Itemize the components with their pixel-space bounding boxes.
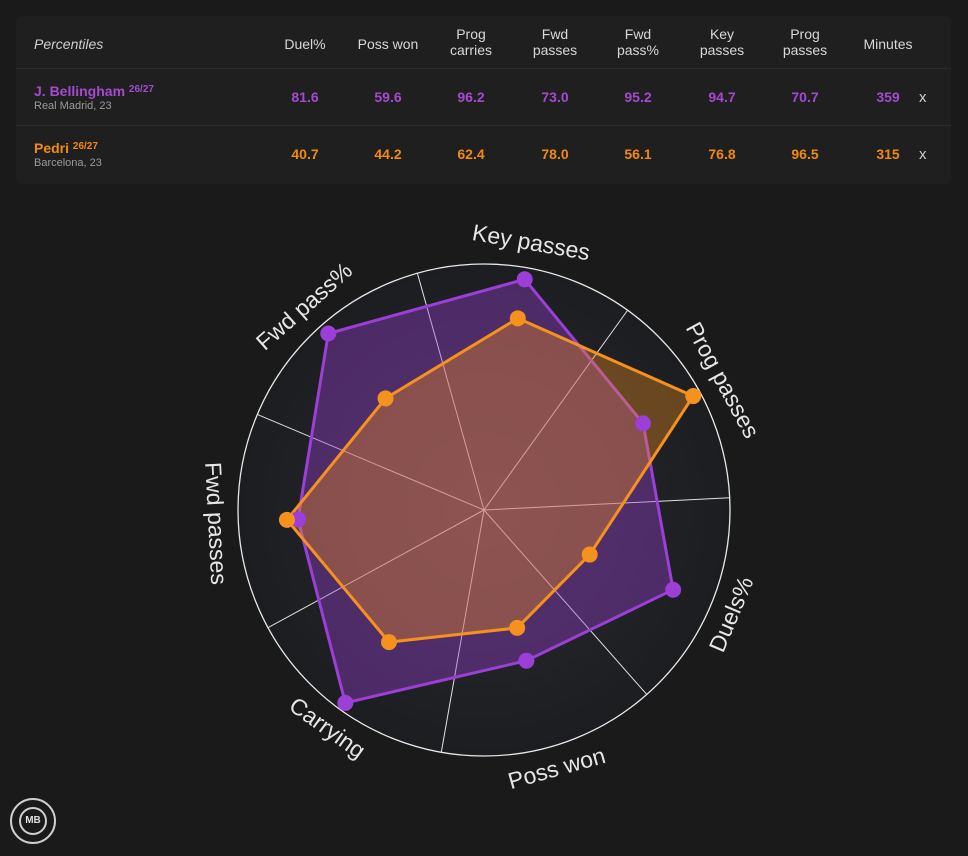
column-header[interactable]: Duel%	[284, 36, 326, 52]
radar-point[interactable]	[685, 388, 702, 405]
player-season: 26/27	[128, 84, 154, 95]
radar-point[interactable]	[337, 694, 354, 711]
radar-point[interactable]	[635, 415, 652, 432]
radar-point[interactable]	[509, 310, 526, 327]
radar-point[interactable]	[320, 325, 337, 342]
stat-value: 73.0	[541, 89, 569, 105]
stat-value: 96.5	[791, 146, 819, 162]
remove-player-button[interactable]: x	[919, 146, 927, 163]
radar-spoke	[267, 509, 485, 629]
table-title: Percentiles	[34, 36, 104, 52]
radar-axis-label: Fwd passes	[200, 461, 232, 585]
radar-spoke	[483, 309, 629, 511]
column-header[interactable]: Key passes	[699, 26, 745, 58]
column-header[interactable]: Fwd pass%	[616, 26, 660, 58]
radar-point[interactable]	[278, 511, 295, 528]
radar-axis-label: Key passes	[470, 219, 592, 265]
stat-value: 62.4	[457, 146, 485, 162]
percentiles-table: Percentiles Duel% Poss won Prog carries Fwd p…	[16, 16, 951, 184]
stat-value: 96.2	[457, 89, 485, 105]
table-header-row: Percentiles Duel% Poss won Prog carries Fwd p…	[16, 16, 951, 69]
stat-value: 76.8	[708, 146, 736, 162]
player-name: J. Bellingham 26/27	[34, 83, 154, 99]
radar-point[interactable]	[581, 546, 598, 563]
stat-value: 56.1	[624, 146, 652, 162]
remove-player-button[interactable]: x	[919, 89, 927, 106]
radar-point[interactable]	[518, 652, 535, 669]
radar-spoke	[257, 413, 485, 511]
player-name: Pedri 26/27	[34, 140, 98, 156]
radar-series-1	[296, 277, 675, 705]
player-team: Real Madrid, 23	[34, 100, 112, 112]
stat-value: 81.6	[291, 89, 319, 105]
stat-value: 94.7	[708, 89, 736, 105]
player-team: Barcelona, 23	[34, 157, 102, 169]
brand-logo-mark: MB	[19, 807, 47, 835]
radar-spoke	[440, 509, 485, 753]
column-header[interactable]: Prog carries	[449, 26, 492, 58]
player-season: 26/27	[72, 141, 98, 152]
stat-value: 59.6	[374, 89, 402, 105]
column-header[interactable]: Prog passes	[782, 26, 828, 58]
radar-spoke	[483, 509, 648, 695]
radar-point[interactable]	[377, 390, 394, 407]
column-header[interactable]: Minutes	[863, 36, 913, 52]
stat-value: 78.0	[541, 146, 569, 162]
stat-value: 95.2	[624, 89, 652, 105]
column-header[interactable]: Fwd passes	[532, 26, 578, 58]
brand-logo: MB	[10, 798, 56, 844]
stat-value: 359	[876, 89, 900, 105]
radar-point[interactable]	[665, 581, 682, 598]
radar-spoke	[483, 497, 730, 511]
player-row-2: Pedri 26/27 Barcelona, 23 40.7 44.2 62.4 78…	[16, 126, 951, 182]
stat-value: 40.7	[291, 146, 319, 162]
column-header[interactable]: Poss won	[357, 36, 419, 52]
radar-spoke	[416, 273, 485, 511]
radar-point[interactable]	[380, 634, 397, 651]
stat-value: 70.7	[791, 89, 819, 105]
player-row-1: J. Bellingham 26/27 Real Madrid, 23 81.6…	[16, 69, 951, 126]
stat-value: 44.2	[374, 146, 402, 162]
radar-point[interactable]	[509, 619, 526, 636]
radar-point[interactable]	[516, 271, 533, 288]
stat-value: 315	[876, 146, 900, 162]
